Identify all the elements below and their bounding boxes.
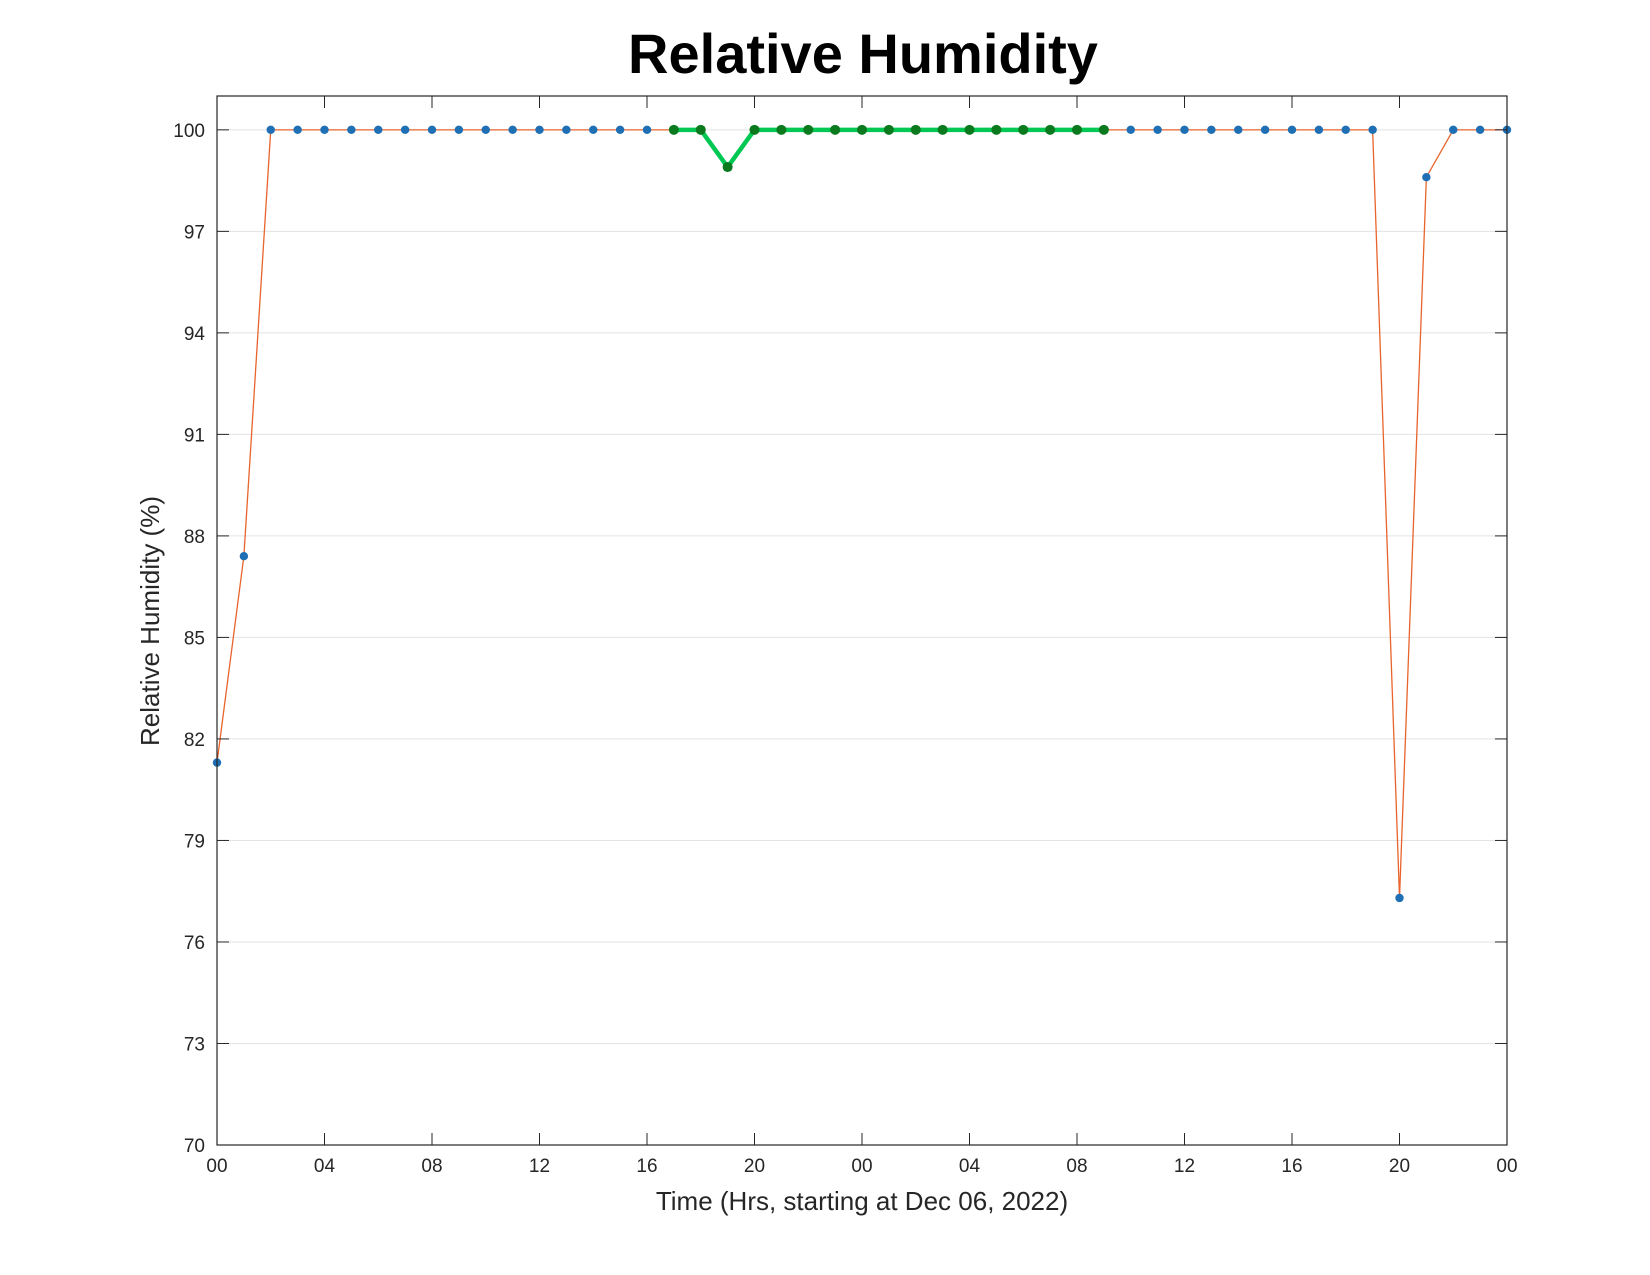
series-2-point xyxy=(749,124,760,135)
x-tick-label: 00 xyxy=(206,1156,227,1177)
x-axis-label: Time (Hrs, starting at Dec 06, 2022) xyxy=(656,1186,1068,1216)
y-tick-label: 79 xyxy=(184,831,205,852)
y-tick-label: 88 xyxy=(184,527,205,548)
y-tick-label: 100 xyxy=(173,121,205,142)
series-1-point xyxy=(266,125,275,135)
series-1-point xyxy=(1180,125,1189,135)
x-tick-label: 16 xyxy=(636,1156,657,1177)
series-1-point xyxy=(454,125,464,135)
x-tick-label: 08 xyxy=(421,1156,442,1177)
x-tick-label: 08 xyxy=(1066,1156,1087,1177)
y-tick-label: 91 xyxy=(184,425,205,446)
series-1-point xyxy=(589,125,598,135)
series-1-point xyxy=(1314,125,1324,135)
x-tick-label: 20 xyxy=(1389,1156,1410,1177)
series-2-point xyxy=(883,124,894,135)
series-1-point xyxy=(615,125,625,135)
series-2-point xyxy=(830,124,841,135)
series-2-point xyxy=(695,124,706,135)
series-1-point xyxy=(1260,125,1270,135)
y-axis-label: Relative Humidity (%) xyxy=(135,496,165,746)
series-2-point xyxy=(776,124,787,135)
series-1-point xyxy=(1475,125,1485,135)
y-tick-label: 97 xyxy=(184,222,205,243)
y-tick-label: 76 xyxy=(184,933,205,954)
x-tick-label: 12 xyxy=(529,1156,550,1177)
x-tick-label: 04 xyxy=(959,1156,981,1177)
series-2-point xyxy=(1098,124,1109,135)
series-1-point xyxy=(1341,125,1350,135)
x-tick-label: 12 xyxy=(1174,1156,1195,1177)
series-1-point xyxy=(535,125,544,135)
series-1-point xyxy=(508,125,517,135)
series-1-point xyxy=(1422,173,1431,182)
series-1-point xyxy=(320,125,329,135)
series-1-point xyxy=(239,552,249,561)
y-tick-label: 73 xyxy=(184,1034,205,1055)
series-1-point xyxy=(1207,125,1216,135)
plot-series xyxy=(212,124,1512,903)
series-1-point xyxy=(400,125,410,135)
series-1-point xyxy=(1234,125,1243,135)
x-tick-label: 20 xyxy=(744,1156,765,1177)
series-2-point xyxy=(803,124,814,135)
series-2-point xyxy=(857,124,867,135)
series-2-point xyxy=(937,124,948,135)
series-2-point xyxy=(1045,124,1056,135)
series-1-point xyxy=(347,125,356,135)
series-line-2 xyxy=(673,127,1104,170)
x-tick-label: 04 xyxy=(314,1156,336,1177)
y-tick-label: 70 xyxy=(184,1136,205,1157)
x-tick-label: 00 xyxy=(851,1156,872,1177)
series-2-point xyxy=(722,162,733,173)
series-1-point xyxy=(1126,125,1135,135)
series-2-point xyxy=(910,124,921,135)
series-1-point xyxy=(1153,125,1162,135)
x-tick-label: 16 xyxy=(1281,1156,1302,1177)
y-tick-label: 85 xyxy=(184,628,205,649)
plot-frame xyxy=(216,95,1508,1146)
series-2-point xyxy=(1018,124,1029,135)
series-1-point xyxy=(481,125,490,135)
chart-title: Relative Humidity xyxy=(628,22,1098,85)
y-tick-label: 94 xyxy=(184,324,206,345)
series-2-point xyxy=(668,124,679,135)
x-tick-label: 00 xyxy=(1496,1156,1517,1177)
series-2-point xyxy=(964,124,975,135)
series-1-point xyxy=(562,125,571,135)
series-2-point xyxy=(991,124,1002,135)
series-1-point xyxy=(1395,893,1404,903)
series-1-point xyxy=(293,125,302,135)
series-1-point xyxy=(427,125,437,135)
y-tick-label: 82 xyxy=(184,730,205,751)
axis-ticks: 70 73 76 79 82 85 88 91 94 97 100 00 04 08 12 16 20 00 04 0… xyxy=(173,96,1518,1177)
series-1-point xyxy=(1449,125,1458,135)
series-line-1 xyxy=(216,129,1507,899)
series-1-point xyxy=(1368,125,1377,135)
grid-lines xyxy=(217,129,1507,1146)
series-1-point xyxy=(1287,125,1297,135)
series-2-point xyxy=(1072,124,1082,135)
series-1-point xyxy=(374,125,383,135)
series-1-point xyxy=(642,125,652,135)
